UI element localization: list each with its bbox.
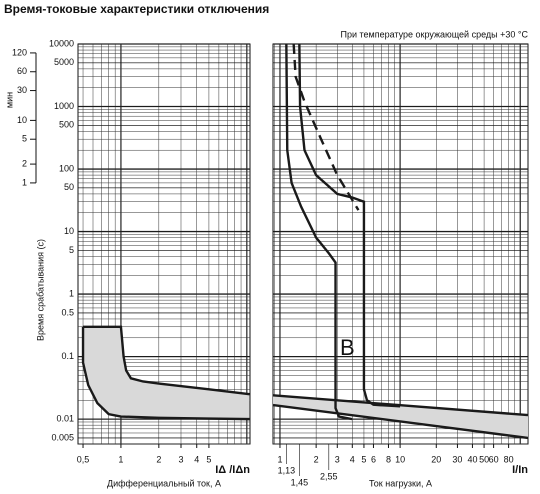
y-tick-label: 10000 <box>49 38 74 48</box>
x-axis-symbol: IΔ /IΔn <box>215 464 250 476</box>
y-tick-label: 1 <box>69 288 74 298</box>
x-tick-label: 20 <box>431 454 441 464</box>
x-tick-label: 40 <box>467 454 477 464</box>
band <box>273 395 528 438</box>
x-tick-label: 1 <box>118 454 123 464</box>
y-tick-label: 0.1 <box>61 351 74 361</box>
x-tick-label: 10 <box>395 454 405 464</box>
x-mark-label: 1,13 <box>278 465 296 475</box>
y-tick-label: 0.01 <box>56 413 74 423</box>
curve <box>298 44 401 408</box>
x-tick-label: 50 <box>479 454 489 464</box>
y2-tick-label: 120 <box>12 47 27 57</box>
y2-tick-label: 5 <box>22 134 27 144</box>
x-axis-label: Ток нагрузки, A <box>369 478 432 488</box>
y-tick-label: 0.5 <box>61 307 74 317</box>
curve <box>285 44 353 421</box>
x-axis-label: Дифференциальный ток, A <box>107 478 221 488</box>
curves <box>273 44 528 440</box>
annotation: B <box>340 335 355 360</box>
y2-tick-label: 1 <box>22 177 27 187</box>
y-tick-label: 1000 <box>54 101 74 111</box>
y-tick-label: 50 <box>64 182 74 192</box>
x-tick-label: 4 <box>194 454 199 464</box>
y-tick-label: 5000 <box>54 57 74 67</box>
y2-tick-label: 2 <box>22 158 27 168</box>
x-mark-label: 1,45 <box>291 477 309 487</box>
y-tick-label: 0.005 <box>51 432 74 442</box>
x-tick-label: 5 <box>361 454 366 464</box>
x-tick-label: 0,5 <box>77 454 90 464</box>
y-axis-label: Время срабатывания (с) <box>35 239 45 341</box>
y2-tick-label: 60 <box>17 66 27 76</box>
x-tick-label: 1 <box>277 454 282 464</box>
curve <box>83 325 250 396</box>
curve <box>292 44 360 211</box>
curve <box>273 403 528 440</box>
x-tick-label: 3 <box>178 454 183 464</box>
y-tick-label: 5 <box>69 245 74 255</box>
x-tick-label: 30 <box>452 454 462 464</box>
y-tick-label: 10 <box>64 226 74 236</box>
x-tick-label: 2 <box>156 454 161 464</box>
curve <box>273 394 528 417</box>
y-tick-label: 100 <box>59 163 74 173</box>
subtitle: При температуре окружающей среды +30 °C <box>340 29 528 39</box>
x-tick-label: 60 <box>489 454 499 464</box>
x-mark-label: 2,55 <box>320 471 338 481</box>
x-tick-label: 8 <box>386 454 391 464</box>
y2-tick-label: 30 <box>17 85 27 95</box>
x-tick-label: 2 <box>314 454 319 464</box>
x-tick-label: 80 <box>504 454 514 464</box>
curves <box>81 325 250 421</box>
y2-axis-label: мин <box>4 92 14 108</box>
chart-title: Время-токовые характеристики отключения <box>4 2 269 16</box>
x-tick-label: 6 <box>371 454 376 464</box>
x-axis-symbol: I/In <box>512 464 528 476</box>
y-tick-label: 500 <box>59 120 74 130</box>
band <box>83 326 250 420</box>
y2-tick-label: 10 <box>17 115 27 125</box>
curve <box>81 326 250 421</box>
x-tick-label: 5 <box>206 454 211 464</box>
x-tick-label: 3 <box>335 454 340 464</box>
x-tick-label: 4 <box>350 454 355 464</box>
